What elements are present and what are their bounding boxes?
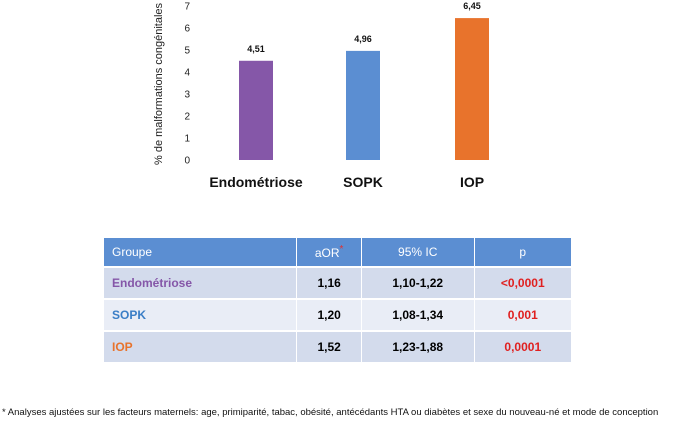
bar-1: [239, 60, 273, 160]
table-row: IOP 1,52 1,23-1,88 0,0001: [104, 330, 573, 362]
aor-cell: 1,52: [296, 330, 362, 362]
header-aor-footnote-marker: *: [339, 244, 344, 255]
y-tick-label: 0: [184, 156, 190, 167]
y-tick-label: 1: [184, 134, 190, 145]
group-cell: IOP: [104, 330, 298, 362]
table-row: Endométriose 1,16 1,10-1,22 <0,0001: [104, 266, 573, 299]
header-groupe: Groupe: [104, 238, 298, 267]
y-tick-label: 2: [184, 112, 190, 123]
group-cell: SOPK: [104, 298, 298, 331]
y-tick-label: 6: [184, 24, 190, 35]
y-tick-label: 5: [184, 46, 190, 57]
table-row: SOPK 1,20 1,08-1,34 0,001: [104, 298, 573, 331]
bar-chart: % de malformations congénitales 0 1 2 3 4 5 6 7…: [153, 1, 489, 190]
footnote: * Analyses ajustées sur les facteurs mat…: [2, 407, 659, 418]
category-labels: Endométriose SOPK IOP: [209, 174, 484, 190]
category-label: IOP: [460, 174, 484, 190]
p-cell: 0,0001: [474, 330, 573, 362]
header-ic: 95% IC: [361, 238, 475, 267]
y-tick-label: 4: [184, 68, 190, 79]
value-labels: 4,51 4,96 6,45: [247, 1, 481, 54]
group-cell: Endométriose: [104, 266, 298, 299]
aor-cell: 1,20: [296, 298, 362, 331]
y-tick-label: 3: [184, 90, 190, 101]
y-axis-label: % de malformations congénitales: [153, 2, 165, 165]
ic-cell: 1,23-1,88: [361, 330, 475, 362]
bar-2: [346, 50, 380, 160]
value-label: 6,45: [463, 1, 481, 11]
category-label: Endométriose: [209, 174, 303, 190]
results-table: Groupe aOR* 95% IC p Endométriose 1,16 1…: [104, 238, 573, 362]
header-p: p: [474, 238, 573, 267]
aor-cell: 1,16: [296, 266, 362, 299]
header-aor-label: aOR: [314, 246, 340, 260]
y-axis-ticks: 0 1 2 3 4 5 6 7: [184, 2, 190, 167]
header-aor: aOR*: [296, 238, 362, 267]
p-cell: 0,001: [474, 298, 573, 331]
bar-3: [455, 18, 489, 160]
value-label: 4,51: [247, 44, 265, 54]
value-label: 4,96: [354, 34, 372, 44]
y-tick-label: 7: [184, 2, 190, 13]
ic-cell: 1,10-1,22: [361, 266, 475, 299]
table-header-row: Groupe aOR* 95% IC p: [104, 238, 573, 267]
p-cell: <0,0001: [474, 266, 573, 299]
category-label: SOPK: [343, 174, 383, 190]
bars: [239, 18, 489, 160]
ic-cell: 1,08-1,34: [361, 298, 475, 331]
